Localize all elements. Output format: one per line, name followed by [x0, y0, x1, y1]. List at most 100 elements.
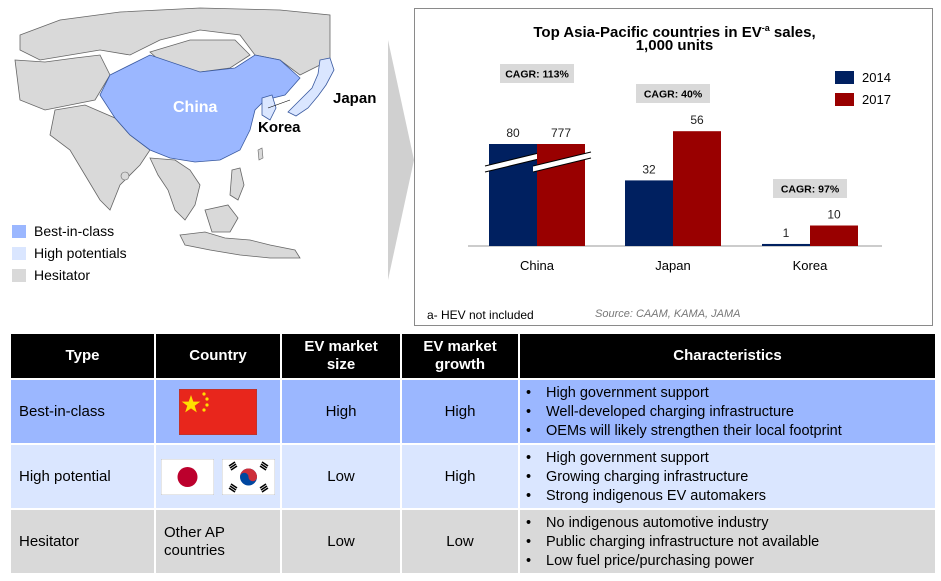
asia-map: China Korea Japan Best-in-class High pot… — [0, 0, 395, 320]
axis-break-line-top — [484, 151, 544, 167]
sri-lanka-region — [120, 171, 130, 181]
list-item: OEMs will likely strengthen their local … — [526, 422, 935, 441]
axis-break-line-bottom — [484, 157, 544, 173]
cell-characteristics: High government support Growing charging… — [520, 445, 935, 508]
legend-label-hesitator: Hesitator — [34, 267, 91, 283]
bar-japan-2014 — [625, 180, 673, 246]
legend-label-potential: High potentials — [34, 245, 127, 261]
table-row-potential: High potential — [11, 445, 935, 508]
chart-title-superscript: -a — [761, 23, 770, 33]
legend-item-best: Best-in-class — [12, 220, 127, 242]
cell-size: Low — [282, 510, 400, 573]
cagr-label-japan: CAGR: 40% — [644, 89, 703, 101]
header-country: Country — [156, 334, 280, 378]
cagr-label-china: CAGR: 113% — [505, 69, 569, 81]
indonesia-region — [179, 231, 301, 259]
cagr-badge-china — [500, 64, 574, 83]
bar-korea-2014 — [762, 243, 810, 246]
axis-break-line-bottom — [532, 157, 592, 173]
country-line2: countries — [164, 541, 225, 559]
chart-legend-item-2017: 2017 — [835, 88, 891, 110]
map-legend: Best-in-class High potentials Hesitator — [12, 220, 127, 286]
chart-source: Source: CAAM, KAMA, JAMA — [595, 308, 741, 320]
list-item: Strong indigenous EV automakers — [526, 487, 935, 506]
list-item: Low fuel price/purchasing power — [526, 552, 935, 571]
chart-legend-swatch-2014 — [835, 70, 854, 84]
cell-growth: High — [402, 380, 518, 443]
legend-item-potential: High potentials — [12, 242, 127, 264]
data-label-korea-2017: 10 — [827, 208, 841, 222]
legend-label-best: Best-in-class — [34, 223, 115, 239]
header-type: Type — [11, 334, 154, 378]
central-asia-region — [14, 54, 111, 111]
header-size-line2: size — [326, 356, 356, 373]
philippines-region — [229, 167, 245, 201]
taiwan-region — [257, 147, 264, 161]
chart-title-end: sales, — [769, 24, 816, 41]
legend-swatch-potential — [12, 246, 26, 260]
chart-legend: 2014 2017 — [835, 66, 891, 110]
chart-legend-label-2017: 2017 — [862, 91, 891, 107]
data-label-china-2014: 80 — [506, 126, 520, 140]
bar-korea-2017 — [810, 225, 858, 246]
list-item: High government support — [526, 449, 935, 468]
list-item: High government support — [526, 384, 935, 403]
header-growth-line2: growth — [435, 356, 485, 373]
list-item: No indigenous automotive industry — [526, 514, 935, 533]
axis-break-mark — [533, 152, 591, 172]
cell-type: Hesitator — [11, 510, 154, 573]
japan-map-label: Japan — [333, 90, 377, 107]
characteristics-list: No indigenous automotive industry Public… — [526, 514, 935, 571]
data-label-korea-2014: 1 — [783, 226, 790, 240]
list-item: Growing charging infrastructure — [526, 468, 935, 487]
list-item: Well-developed charging infrastructure — [526, 403, 935, 422]
list-item: Public charging infrastructure not avail… — [526, 533, 935, 552]
se-asia-region — [149, 157, 201, 221]
chart-legend-swatch-2017 — [835, 92, 854, 106]
table-row-best: Best-in-class High High High gover — [11, 380, 935, 443]
bar-chart: 80 777 China CAGR: 113% 32 56 Japan CAGR: 40% 1 1… — [468, 64, 882, 273]
chart-legend-label-2014: 2014 — [862, 69, 891, 85]
cell-country-flags — [156, 445, 280, 508]
axis-break-mark — [485, 152, 543, 172]
chart-footnote: a- HEV not included — [427, 308, 534, 322]
category-label-japan: Japan — [655, 258, 690, 273]
header-characteristics: Characteristics — [520, 334, 935, 378]
chart-title-main: Top Asia-Pacific countries in EV — [533, 24, 762, 41]
chart-legend-item-2014: 2014 — [835, 66, 891, 88]
characteristics-list: High government support Growing charging… — [526, 449, 935, 506]
cell-type: Best-in-class — [11, 380, 154, 443]
category-label-korea: Korea — [793, 258, 828, 273]
ev-market-table: Type Country EV market size EV market gr… — [11, 332, 935, 575]
cell-characteristics: No indigenous automotive industry Public… — [520, 510, 935, 573]
korea-flag-icon — [222, 458, 276, 495]
cell-country-flags — [156, 380, 280, 443]
characteristics-list: High government support Well-developed c… — [526, 384, 935, 441]
axis-break-line-top — [532, 151, 592, 167]
korea-pointer — [267, 99, 291, 109]
country-line1: Other AP — [164, 523, 225, 541]
china-map-label: China — [173, 99, 218, 116]
cell-country: Other AP countries — [156, 510, 280, 573]
chart-title-line1: Top Asia-Pacific countries in EV-a sales… — [415, 19, 934, 42]
table-row-hesitator: Hesitator Other AP countries Low Low No … — [11, 510, 935, 573]
korea-map-label: Korea — [258, 119, 301, 136]
chevron-right-arrow — [388, 40, 414, 280]
bar-japan-2017 — [673, 131, 721, 246]
borneo-region — [204, 204, 239, 233]
cagr-badge-japan — [636, 84, 710, 103]
cell-characteristics: High government support Well-developed c… — [520, 380, 935, 443]
data-label-china-2017: 777 — [551, 126, 571, 140]
cell-growth: Low — [402, 510, 518, 573]
cagr-badge-korea — [773, 179, 847, 198]
japan-flag-icon — [160, 458, 214, 495]
header-growth: EV market growth — [402, 334, 518, 378]
china-flag-icon — [179, 388, 257, 435]
legend-item-hesitator: Hesitator — [12, 264, 127, 286]
chart-title-line2: 1,000 units — [635, 37, 714, 54]
asia-map-graphic — [14, 7, 335, 259]
japan-region — [287, 57, 335, 117]
cagr-label-korea: CAGR: 97% — [781, 184, 840, 196]
chart-panel: Top Asia-Pacific countries in EV-a sales… — [414, 8, 933, 326]
china-region — [99, 54, 301, 163]
